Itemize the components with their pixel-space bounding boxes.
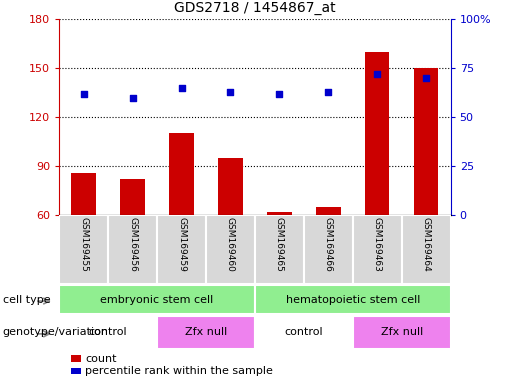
- Text: GSM169464: GSM169464: [422, 217, 431, 272]
- Bar: [255, 285, 451, 314]
- Text: genotype/variation: genotype/variation: [3, 327, 109, 337]
- Text: GSM169459: GSM169459: [177, 217, 186, 272]
- Bar: [71, 367, 81, 374]
- Text: GSM169455: GSM169455: [79, 217, 88, 272]
- Text: GSM169460: GSM169460: [226, 217, 235, 272]
- Bar: [206, 215, 255, 284]
- Point: [128, 94, 136, 101]
- Bar: [72, 173, 96, 215]
- Point: [324, 89, 333, 95]
- Text: control: control: [284, 327, 323, 337]
- Text: count: count: [85, 354, 116, 364]
- Text: GSM169466: GSM169466: [324, 217, 333, 272]
- Bar: [316, 207, 340, 215]
- Bar: [267, 212, 291, 215]
- Bar: [157, 316, 255, 349]
- Text: GSM169456: GSM169456: [128, 217, 137, 272]
- Point: [422, 75, 430, 81]
- Bar: [353, 316, 451, 349]
- Text: control: control: [89, 327, 128, 337]
- Text: cell type: cell type: [3, 295, 50, 305]
- Title: GDS2718 / 1454867_at: GDS2718 / 1454867_at: [174, 2, 336, 15]
- Text: Zfx null: Zfx null: [185, 327, 227, 337]
- Text: hematopoietic stem cell: hematopoietic stem cell: [286, 295, 420, 305]
- Text: GSM169463: GSM169463: [373, 217, 382, 272]
- Bar: [255, 316, 353, 349]
- Bar: [59, 285, 255, 314]
- Text: GSM169465: GSM169465: [275, 217, 284, 272]
- Point: [79, 91, 88, 97]
- Bar: [304, 215, 353, 284]
- Bar: [59, 316, 157, 349]
- Bar: [414, 68, 438, 215]
- Bar: [402, 215, 451, 284]
- Bar: [365, 52, 389, 215]
- Point: [275, 91, 283, 97]
- Point: [226, 89, 234, 95]
- Bar: [169, 134, 194, 215]
- Bar: [157, 215, 206, 284]
- Bar: [121, 179, 145, 215]
- Bar: [71, 355, 81, 362]
- Text: percentile rank within the sample: percentile rank within the sample: [85, 366, 273, 376]
- Point: [177, 85, 185, 91]
- Bar: [255, 215, 304, 284]
- Bar: [218, 158, 243, 215]
- Text: Zfx null: Zfx null: [381, 327, 423, 337]
- Text: embryonic stem cell: embryonic stem cell: [100, 295, 214, 305]
- Bar: [59, 215, 108, 284]
- Bar: [108, 215, 157, 284]
- Point: [373, 71, 381, 77]
- Bar: [353, 215, 402, 284]
